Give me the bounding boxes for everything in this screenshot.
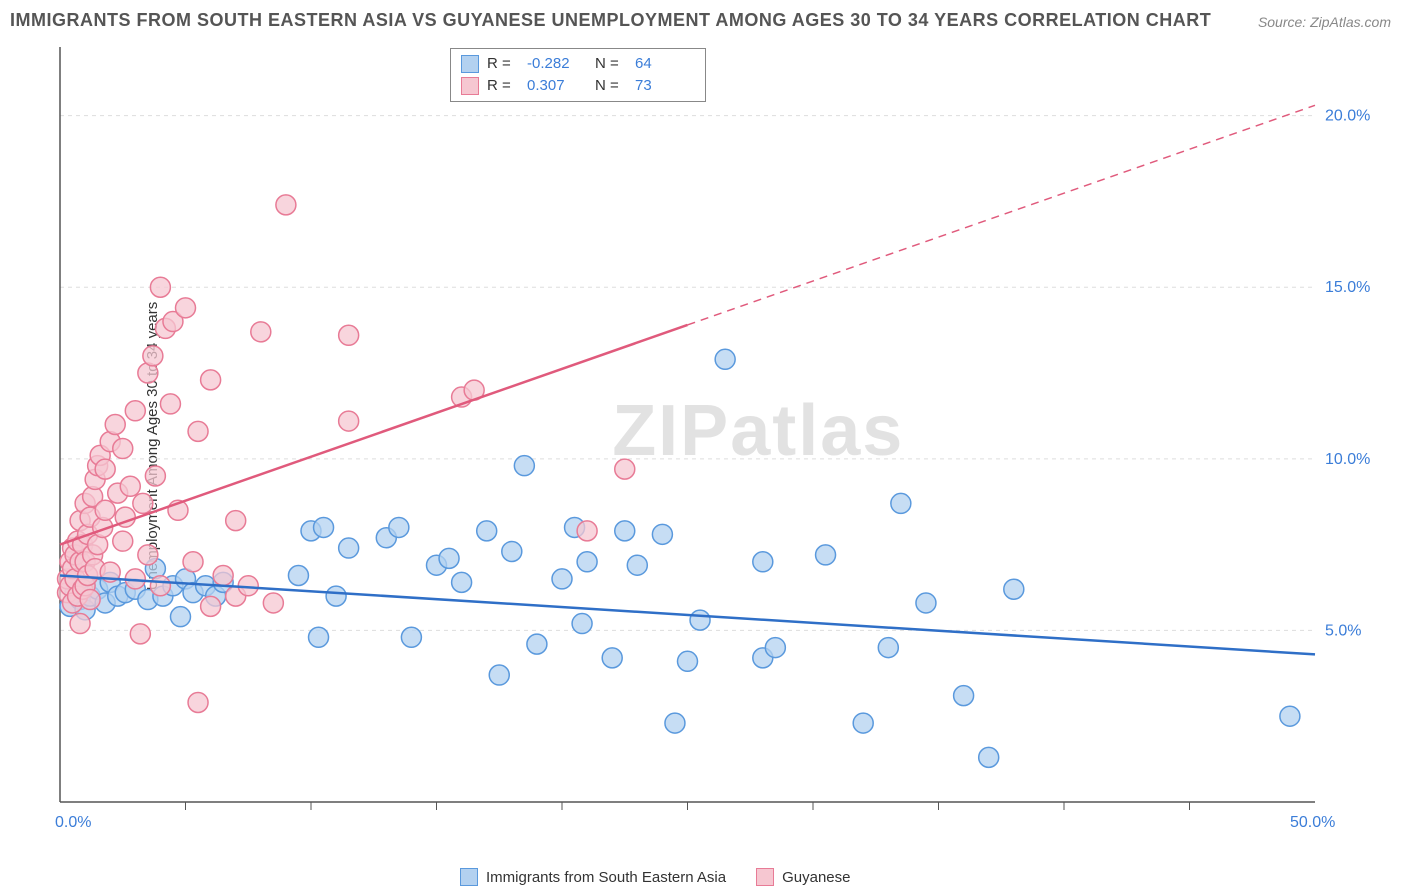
legend-label-guy: Guyanese [782,869,850,886]
n-value-guy: 73 [635,75,695,97]
n-label: N = [595,53,627,75]
legend-item-guy: Guyanese [756,868,850,886]
legend-series: Immigrants from South Eastern Asia Guyan… [460,868,851,886]
r-value-guy: 0.307 [527,75,587,97]
scatter-plot: 5.0% 10.0% 15.0% 20.0% [55,42,1385,832]
legend-row-sea: R = -0.282 N = 64 [461,53,695,75]
swatch-sea [461,55,479,73]
swatch-guy [461,77,479,95]
svg-text:20.0%: 20.0% [1325,108,1370,125]
r-label: R = [487,53,519,75]
swatch-guy [756,868,774,886]
legend-item-sea: Immigrants from South Eastern Asia [460,868,726,886]
svg-text:10.0%: 10.0% [1325,451,1370,468]
legend-row-guy: R = 0.307 N = 73 [461,75,695,97]
x-axis-origin-label: 0.0% [55,814,91,832]
n-label: N = [595,75,627,97]
chart-area: 5.0%10.0%15.0%20.0% ZIPatlas [55,42,1385,832]
x-axis-end-label: 50.0% [1290,814,1335,832]
svg-text:5.0%: 5.0% [1325,622,1361,639]
chart-container: IMMIGRANTS FROM SOUTH EASTERN ASIA VS GU… [0,0,1406,892]
source-label: Source: ZipAtlas.com [1258,14,1391,30]
n-value-sea: 64 [635,53,695,75]
r-value-sea: -0.282 [527,53,587,75]
legend-label-sea: Immigrants from South Eastern Asia [486,869,726,886]
swatch-sea [460,868,478,886]
chart-title: IMMIGRANTS FROM SOUTH EASTERN ASIA VS GU… [10,10,1211,31]
svg-text:15.0%: 15.0% [1325,279,1370,296]
legend-correlation: R = -0.282 N = 64 R = 0.307 N = 73 [450,48,706,102]
r-label: R = [487,75,519,97]
